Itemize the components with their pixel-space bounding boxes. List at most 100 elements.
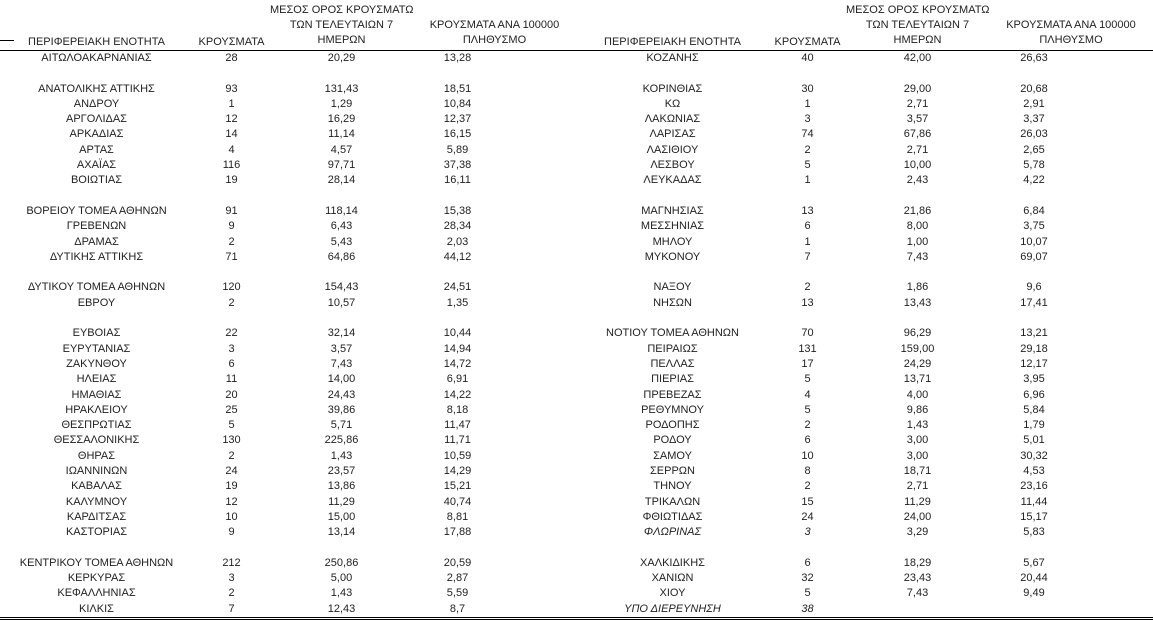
cell-rate: 8,81 (446, 510, 469, 523)
cell-rate (989, 66, 1153, 81)
cell-avg: 21,86 (903, 204, 932, 217)
cell-avg: 2,71 (906, 480, 929, 493)
cell-region: ΑΡΓΟΛΙΔΑΣ (66, 113, 127, 126)
cell-rate: 16,11 (444, 174, 471, 187)
table-row: ΕΒΡΟΥ 2 10,57 1,35 ΝΗΣΩΝ 13 13,43 17,41 (0, 296, 1153, 311)
cell-avg: 5,00 (330, 572, 353, 585)
spacer-row (0, 189, 1153, 204)
header-line: ΗΜΕΡΩΝ (893, 34, 942, 46)
cell-avg: 12,43 (270, 601, 413, 620)
table-row: ΚΑΡΔΙΤΣΑΣ 10 15,00 8,81 ΦΘΙΩΤΙΔΑΣ 24 24,00 15,1… (0, 510, 1153, 525)
cell-rate: 17,88 (443, 526, 472, 539)
cell-rate: 5,83 (1023, 526, 1045, 539)
cell-cases: 6 (804, 434, 811, 447)
cell-avg (270, 541, 413, 556)
cell-avg: 28,14 (327, 174, 356, 187)
cell-cases: 93 (225, 82, 238, 95)
cell-region (576, 66, 769, 81)
cell-region: ΑΡΤΑΣ (79, 143, 114, 156)
cell-region: ΚΙΛΚΙΣ (0, 601, 193, 620)
cell-rate: 6,91 (446, 373, 469, 386)
cell-cases: 130 (222, 434, 241, 447)
cell-cases: 8 (804, 465, 811, 478)
cell-avg: 29,00 (903, 82, 932, 95)
cell-rate: 24,51 (443, 281, 472, 294)
cell-avg: 3,57 (906, 113, 929, 126)
cell-region: ΤΗΝΟΥ (653, 480, 692, 493)
table-row: ΑΡΚΑΔΙΑΣ 14 11,14 16,15 ΛΑΡΙΣΑΣ 74 67,86 26,03 (0, 127, 1153, 142)
cell-cases: 7 (193, 601, 270, 620)
cell-rate: 16,15 (443, 128, 472, 141)
cell-avg: 154,43 (324, 281, 359, 294)
cell-rate: 4,53 (1023, 465, 1045, 478)
cell-rate: 2,87 (446, 572, 469, 585)
cell-avg: 14,00 (327, 373, 356, 386)
header-line: ΜΕΣΟΣ ΟΡΟΣ ΚΡΟΥΣΜΑΤΩΝ (846, 4, 989, 16)
cell-cases: 5 (804, 159, 811, 172)
cell-region: ΜΕΣΣΗΝΙΑΣ (640, 220, 705, 233)
cell-avg: 97,71 (327, 159, 356, 172)
cell-rate: 1,79 (1023, 419, 1045, 432)
cell-region: ΡΟΔΟΠΗΣ (645, 419, 700, 432)
cell-avg: 7,43 (330, 357, 353, 370)
cell-cases (193, 265, 270, 280)
cell-avg: 2,71 (906, 143, 929, 156)
cell-cases: 13 (801, 204, 814, 217)
cell-rate: 15,38 (443, 204, 472, 217)
cell-rate: 5,67 (1023, 556, 1045, 569)
cell-cases: 4 (228, 143, 235, 156)
cell-region: ΖΑΚΥΝΘΟΥ (66, 357, 127, 370)
cell-avg: 250,86 (324, 556, 359, 569)
cell-avg: 1,43 (906, 419, 929, 432)
cell-cases: 38 (769, 601, 846, 620)
cell-cases: 7 (804, 250, 811, 263)
cell-rate: 10,07 (1020, 235, 1048, 248)
table-row: ΗΜΑΘΙΑΣ 20 24,43 14,22 ΠΡΕΒΕΖΑΣ 4 4,00 6,96 (0, 388, 1153, 403)
cell-region: ΑΝΔΡΟΥ (73, 97, 120, 110)
cell-avg: 1,29 (330, 97, 353, 110)
table-row: ΚΕΝΤΡΙΚΟΥ ΤΟΜΕΑ ΑΘΗΝΩΝ 212 250,86 20,59 ΧΑΛΚ… (0, 556, 1153, 571)
cell-cases: 6 (228, 357, 235, 370)
cell-cases: 2 (228, 296, 235, 309)
cell-avg: 7,43 (906, 250, 929, 263)
cell-cases: 131 (798, 342, 817, 355)
cell-avg: 1,43 (330, 449, 353, 462)
cell-avg: 4,57 (330, 143, 353, 156)
cell-avg (846, 541, 989, 556)
cell-region: ΚΟΡΙΝΘΙΑΣ (642, 82, 703, 95)
cell-cases: 1 (804, 235, 811, 248)
cell-rate: 12,17 (1020, 357, 1048, 370)
cell-region: ΙΩΑΝΝΙΝΩΝ (65, 465, 128, 478)
cell-region: ΥΠΟ ΔΙΕΡΕΥΝΗΣΗ (576, 601, 769, 620)
cell-region: ΧΑΝΙΩΝ (651, 572, 694, 585)
col-header-avg7-left: ΜΕΣΟΣ ΟΡΟΣ ΚΡΟΥΣΜΑΤΩΝ ΤΩΝ ΤΕΛΕΥΤΑΙΩΝ 7 Η… (270, 0, 413, 51)
cell-region: ΚΑΡΔΙΤΣΑΣ (66, 510, 127, 523)
cell-rate: 10,44 (443, 327, 472, 340)
cell-region: ΑΡΚΑΔΙΑΣ (69, 128, 124, 141)
cell-rate (413, 189, 576, 204)
cell-rate: 5,59 (446, 587, 469, 600)
cell-cases: 22 (225, 327, 238, 340)
header-line: ΜΕΣΟΣ ΟΡΟΣ ΚΡΟΥΣΜΑΤΩΝ (270, 4, 413, 16)
header-line: ΤΩΝ ΤΕΛΕΥΤΑΙΩΝ 7 (289, 19, 394, 31)
cell-region: ΗΛΕΙΑΣ (76, 373, 117, 386)
cell-rate: 2,03 (446, 235, 469, 248)
table-row: ΑΝΑΤΟΛΙΚΗΣ ΑΤΤΙΚΗΣ 93 131,43 18,51 ΚΟΡΙΝΘΙΑΣ… (0, 82, 1153, 97)
cell-region: ΘΗΡΑΣ (77, 449, 116, 462)
cell-rate: 2,65 (1023, 143, 1045, 156)
cell-region: ΛΕΣΒΟΥ (650, 159, 695, 172)
cell-region: ΤΡΙΚΑΛΩΝ (644, 495, 701, 508)
cell-region: ΚΟΖΑΝΗΣ (646, 52, 699, 64)
cell-region (0, 189, 193, 204)
cell-region: ΕΥΒΟΙΑΣ (72, 327, 121, 340)
cell-avg: 3,00 (906, 434, 929, 447)
table-row: ΙΩΑΝΝΙΝΩΝ 24 23,57 14,29 ΣΕΡΡΩΝ 8 18,71 4,53 (0, 464, 1153, 479)
table-row: ΒΟΡΕΙΟΥ ΤΟΜΕΑ ΑΘΗΝΩΝ 91 118,14 15,38 ΜΑΓΝΗΣΙ… (0, 204, 1153, 219)
cell-cases: 12 (225, 495, 238, 508)
cell-cases (193, 311, 270, 326)
cell-rate (989, 311, 1153, 326)
cell-region: ΜΗΛΟΥ (652, 235, 693, 248)
cell-cases: 20 (225, 388, 238, 401)
table-row: ΖΑΚΥΝΘΟΥ 6 7,43 14,72 ΠΕΛΛΑΣ 17 24,29 12,17 (0, 357, 1153, 372)
cell-cases: 9 (228, 526, 235, 539)
